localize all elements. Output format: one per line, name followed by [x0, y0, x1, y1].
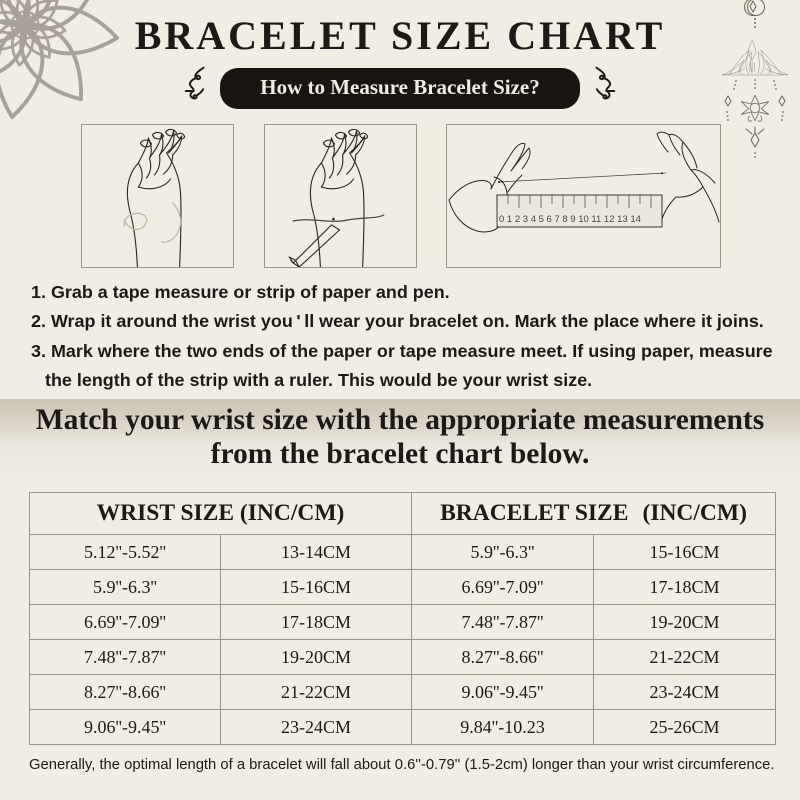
svg-text:0 1 2 3 4 5 6 7 8 9 10 11 12 1: 0 1 2 3 4 5 6 7 8 9 10 11 12 13 14 — [499, 214, 641, 225]
